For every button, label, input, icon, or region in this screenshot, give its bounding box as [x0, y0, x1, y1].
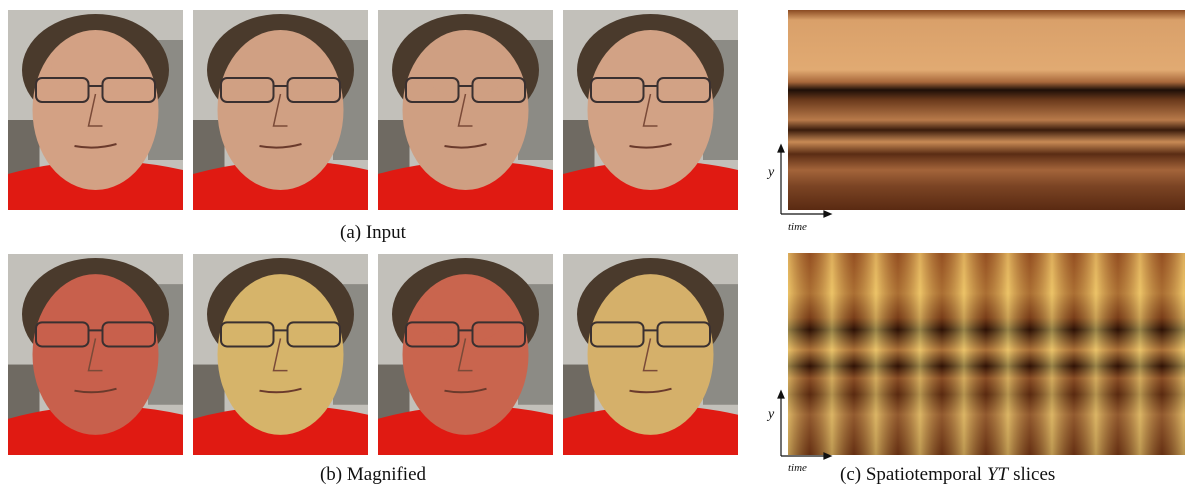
axis-label: time — [788, 462, 807, 474]
forehead — [606, 278, 695, 343]
mouth — [259, 143, 302, 149]
nose — [87, 93, 103, 127]
caption: (a) Input — [340, 222, 407, 243]
glasses — [405, 321, 460, 348]
caption: (c) Spatiotemporal YT slices — [840, 464, 1055, 485]
forehead — [236, 278, 325, 343]
mouth — [629, 143, 672, 149]
nose — [457, 93, 473, 127]
glasses — [101, 77, 156, 103]
face-frames — [8, 10, 738, 455]
yt-slice-pulse — [788, 253, 1185, 455]
forehead — [51, 278, 140, 343]
nose — [272, 93, 288, 127]
axes — [777, 143, 833, 460]
forehead — [421, 34, 510, 98]
nose — [457, 338, 473, 372]
glasses — [405, 77, 460, 103]
yt-slice — [788, 10, 1185, 210]
axis-label: y — [766, 165, 775, 180]
nose — [642, 338, 658, 372]
forehead — [421, 278, 510, 343]
glasses — [35, 77, 90, 103]
mouth — [74, 387, 117, 394]
glasses — [656, 321, 711, 348]
glasses — [220, 321, 275, 348]
glasses — [286, 77, 341, 103]
forehead — [51, 34, 140, 98]
caption-part: (c) Spatiotemporal — [840, 464, 982, 485]
mouth — [444, 143, 487, 149]
axis-label: time — [788, 221, 807, 233]
glasses — [590, 77, 645, 103]
mouth — [444, 387, 487, 394]
glasses — [35, 321, 90, 348]
glasses — [656, 77, 711, 103]
glasses — [471, 77, 526, 103]
forehead — [606, 34, 695, 98]
mouth — [259, 387, 302, 394]
axis-label: y — [766, 407, 775, 422]
nose — [272, 338, 288, 372]
glasses — [286, 321, 341, 348]
glasses — [101, 321, 156, 348]
forehead — [236, 34, 325, 98]
caption-part: slices — [1013, 464, 1055, 485]
glasses — [471, 321, 526, 348]
glasses — [590, 321, 645, 348]
mouth — [74, 143, 117, 149]
glasses — [220, 77, 275, 103]
mouth — [629, 387, 672, 394]
caption-part: YT — [987, 464, 1010, 485]
nose — [87, 338, 103, 372]
nose — [642, 93, 658, 127]
caption: (b) Magnified — [320, 464, 427, 485]
